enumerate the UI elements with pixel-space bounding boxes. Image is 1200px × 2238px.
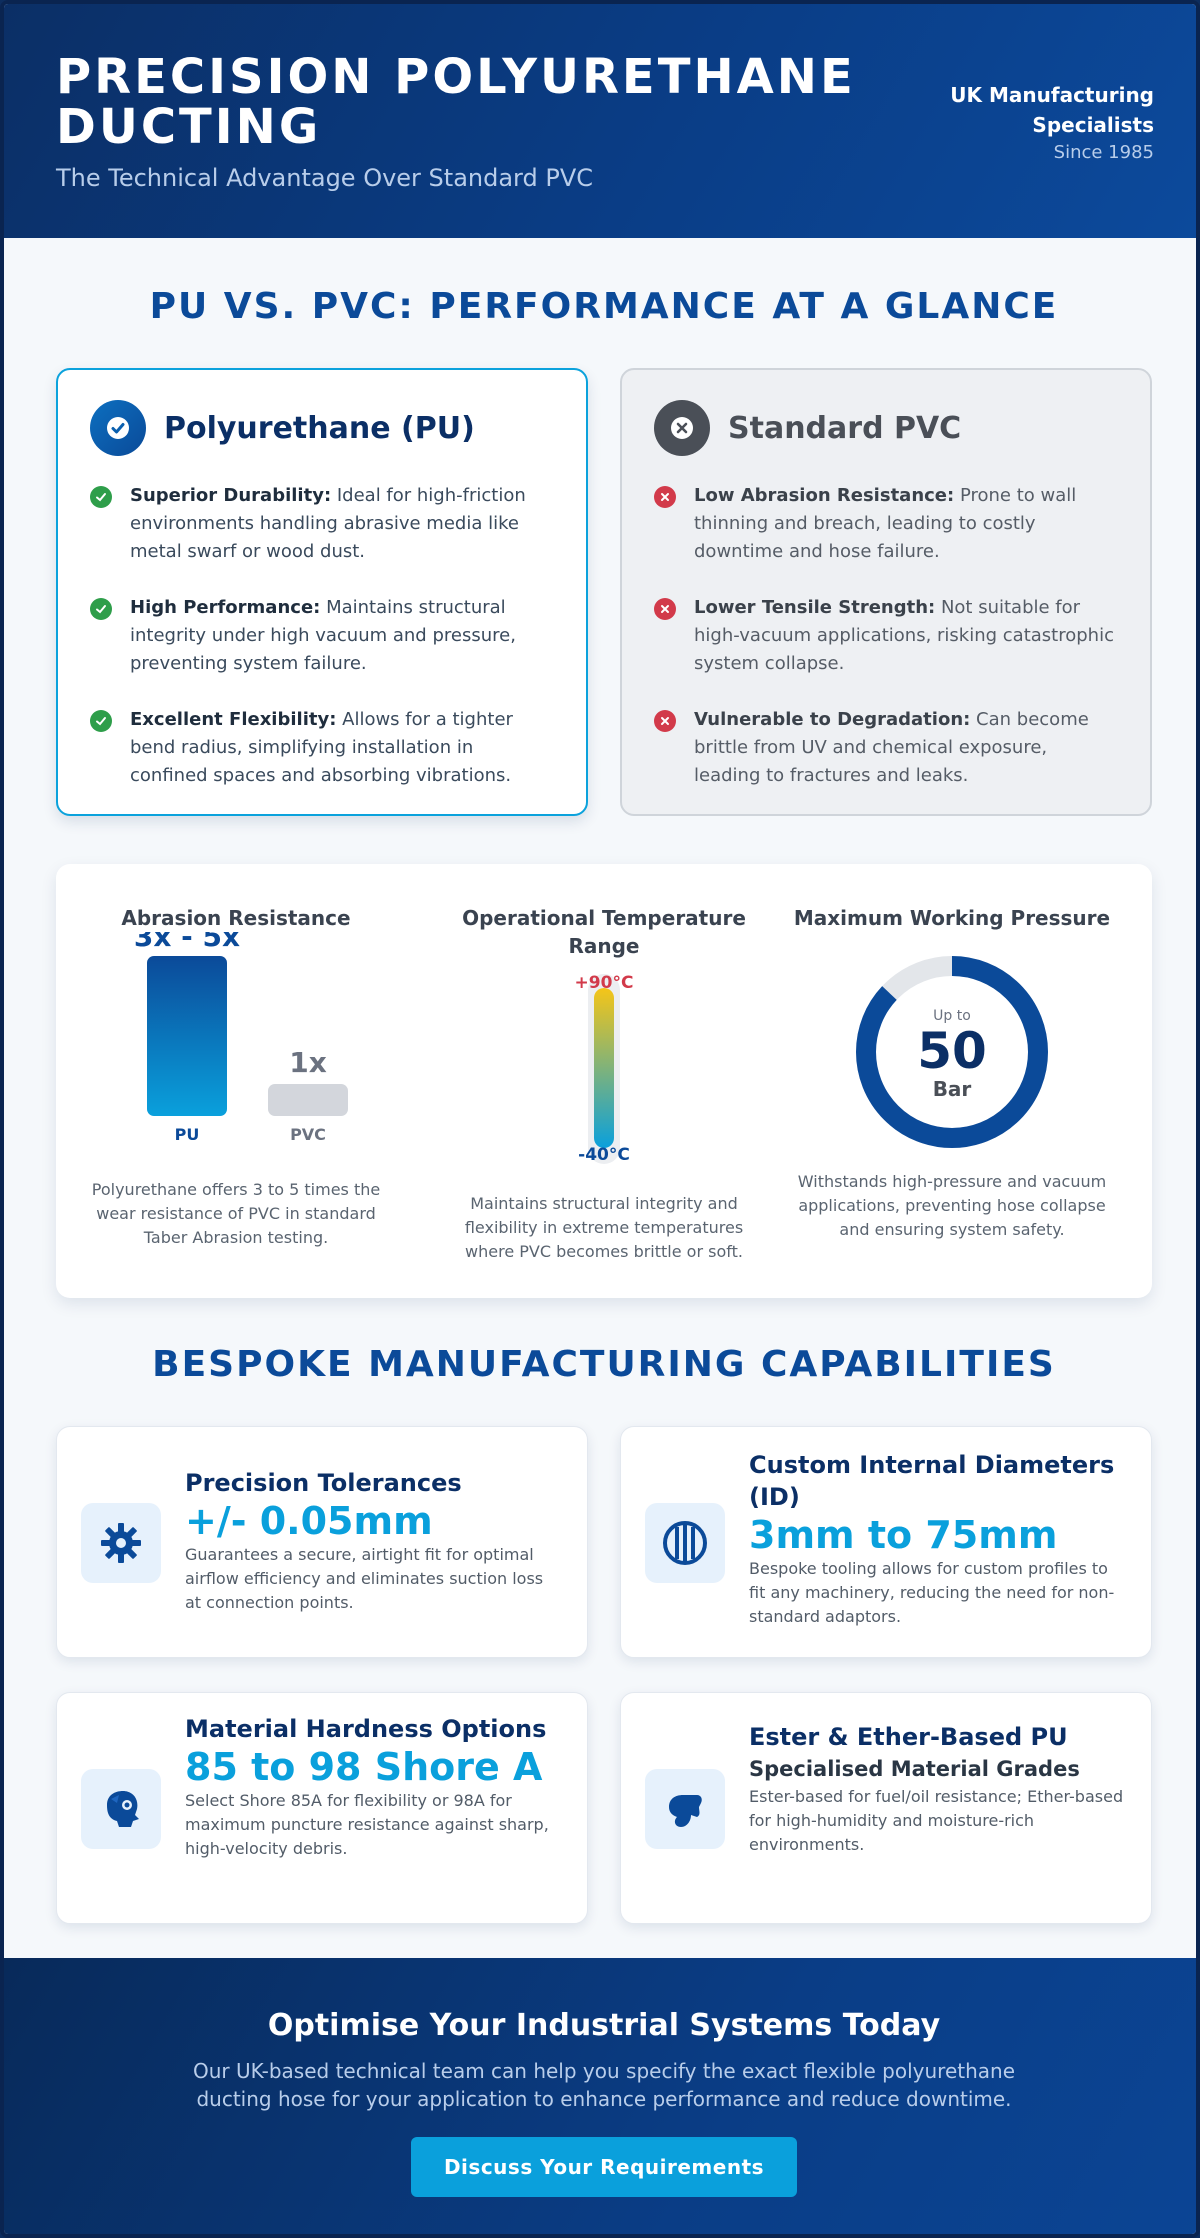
thermometer-graphic: +90°C -40°C [575,973,634,1165]
capability-title: Custom Internal Diameters (ID) [749,1451,1115,1511]
gauge-fill [856,956,1048,1148]
list-item: Low Abrasion Resistance: Prone to wall t… [654,482,1118,566]
pvc-value-label: 1x [289,1046,327,1079]
pu-heading: Polyurethane (PU) [164,410,475,446]
capability-card-grades: Ester & Ether-Based PU Specialised Mater… [620,1692,1152,1924]
uk-label: UK Manufacturing Specialists [950,83,1154,137]
item-text: Ideal for high-friction environments han… [130,485,526,562]
capability-title: Precision Tolerances [185,1469,462,1497]
pu-value-label: 3x - 5x [134,932,240,953]
oil-drop-icon [645,1769,725,1849]
page-title: PRECISION POLYURETHANE DUCTING [56,49,856,155]
list-item: Excellent Flexibility: Allows for a tigh… [90,706,554,790]
min-temp-label: -40°C [578,1145,630,1165]
check-icon [90,486,112,508]
item-text: Prone to wall thinning and breach, leadi… [694,485,1077,562]
pu-card: Polyurethane (PU) Superior Durability: I… [56,368,588,816]
item-text: Maintains structural integrity under hig… [130,597,516,674]
cta-text: Our UK-based technical team can help you… [192,2059,1015,2111]
item-lead: Vulnerable to Degradation: [694,709,971,730]
metrics-panel: Abrasion Resistance 3x - 5x 1x PU PVC Po… [56,864,1152,1298]
pvc-heading: Standard PVC [728,410,962,446]
item-lead: Low Abrasion Resistance: [694,485,955,506]
item-text: Allows for a tighter bend radius, simpli… [130,709,513,786]
pvc-bar [268,1084,348,1116]
item-lead: Excellent Flexibility: [130,709,337,730]
check-badge-icon [90,400,146,456]
item-lead: Lower Tensile Strength: [694,597,936,618]
manufacturer-tagline: UK Manufacturing Specialists Since 1985 [934,80,1154,166]
pvc-bar-label: PVC [290,1125,326,1144]
page-subtitle: The Technical Advantage Over Standard PV… [56,164,594,192]
cta-title: Optimise Your Industrial Systems Today [267,2008,941,2043]
pvc-card: Standard PVC Low Abrasion Resistance: Pr… [620,368,1152,816]
check-icon [90,710,112,732]
item-text: Not suitable for high-vacuum application… [694,597,1114,674]
capability-value: Specialised Material Grades [749,1757,1080,1781]
gear-icon [81,1503,161,1583]
item-text: Can become brittle from UV and chemical … [694,709,1089,786]
item-lead: High Performance: [130,597,321,618]
since-label: Since 1985 [1053,142,1154,163]
discuss-requirements-button[interactable]: Discuss Your Requirements [411,2137,797,2197]
check-icon [90,598,112,620]
thermometer-fill [594,988,614,1148]
max-temp-label: +90°C [575,973,634,993]
capability-card-hardness: Material Hardness Options 85 to 98 Shore… [56,1692,588,1924]
cta-banner: Optimise Your Industrial Systems Today O… [4,1958,1196,2234]
comparison-title: PU VS. PVC: PERFORMANCE AT A GLANCE [149,286,1059,327]
abrasion-bar-chart: 3x - 5x 1x PU PVC [134,932,348,1144]
temperature-description: Maintains structural integrity and flexi… [464,1194,744,1261]
pu-bar [147,956,227,1116]
header-banner: PRECISION POLYURETHANE DUCTING The Techn… [4,4,1196,238]
capability-text: Ester-based for fuel/oil resistance; Eth… [749,1787,1124,1854]
pressure-title: Maximum Working Pressure [793,906,1111,930]
temperature-title: Operational Temperature Range [462,906,746,958]
x-badge-icon [654,400,710,456]
abrasion-title: Abrasion Resistance [121,906,351,930]
capability-title: Material Hardness Options [185,1715,547,1743]
capability-card-diameters: Custom Internal Diameters (ID) 3mm to 75… [620,1426,1152,1658]
pu-bar-label: PU [175,1125,200,1144]
gauge-unit: Bar [933,1077,972,1101]
capability-text: Guarantees a secure, airtight fit for op… [185,1545,544,1612]
pressure-gauge: Up to 50 Bar [856,956,1048,1148]
pressure-description: Withstands high-pressure and vacuum appl… [797,1172,1107,1239]
abrasion-metric: Abrasion Resistance 3x - 5x 1x PU PVC Po… [76,904,396,1250]
abrasion-description: Polyurethane offers 3 to 5 times the wea… [91,1180,381,1247]
capability-value: 85 to 98 Shore A [185,1745,543,1789]
cross-icon [654,486,676,508]
cross-icon [654,598,676,620]
gauge-value: 50 [917,1022,987,1080]
temperature-metric: Operational Temperature Range +90°C -40°… [444,904,764,1264]
list-item: High Performance: Maintains structural i… [90,594,554,678]
capability-card-tolerances: Precision Tolerances +/- 0.05mm Guarante… [56,1426,588,1658]
gauge-prefix: Up to [933,1008,971,1024]
item-lead: Superior Durability: [130,485,332,506]
list-item: Superior Durability: Ideal for high-fric… [90,482,554,566]
list-item: Lower Tensile Strength: Not suitable for… [654,594,1118,678]
cross-icon [654,710,676,732]
capability-value: +/- 0.05mm [185,1499,433,1543]
pressure-metric: Maximum Working Pressure Up to 50 Bar Wi… [792,904,1112,1242]
list-item: Vulnerable to Degradation: Can become br… [654,706,1118,790]
capability-text: Select Shore 85A for flexibility or 98A … [185,1791,549,1858]
shield-head-icon [81,1769,161,1849]
capability-title: Ester & Ether-Based PU [749,1723,1068,1751]
capabilities-title: BESPOKE MANUFACTURING CAPABILITIES [152,1344,1056,1385]
capability-value: 3mm to 75mm [749,1513,1058,1557]
duct-section-icon [645,1503,725,1583]
capability-text: Bespoke tooling allows for custom profil… [749,1559,1115,1626]
